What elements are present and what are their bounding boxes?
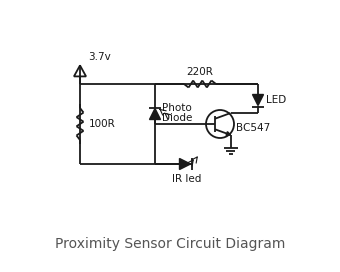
Text: Photo: Photo [162, 103, 192, 113]
Polygon shape [180, 159, 190, 169]
Text: BC547: BC547 [236, 123, 270, 133]
Polygon shape [226, 132, 231, 135]
Text: 220R: 220R [187, 67, 214, 77]
Text: 100R: 100R [89, 119, 116, 129]
Text: LED: LED [266, 95, 286, 105]
Text: IR led: IR led [172, 174, 202, 184]
Polygon shape [253, 94, 264, 106]
Text: Proximity Sensor Circuit Diagram: Proximity Sensor Circuit Diagram [55, 237, 285, 251]
Text: Diode: Diode [162, 113, 192, 123]
Text: 3.7v: 3.7v [88, 52, 111, 62]
Polygon shape [150, 109, 160, 119]
